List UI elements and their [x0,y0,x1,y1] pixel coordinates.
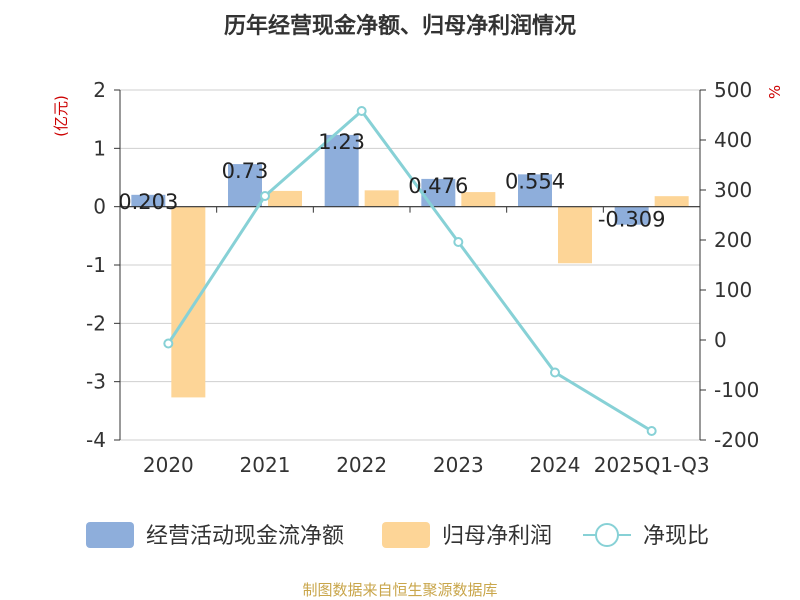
left-tick-label: -1 [86,253,106,277]
data-label-cashflow: 0.203 [118,190,178,214]
right-tick-label: 300 [714,178,752,202]
ratio-point [356,106,367,116]
data-labels-layer: 0.203 0.73 1.23 0.476 0.554 -0.309 [118,130,665,232]
bar-cashflow [228,164,262,207]
chart-title: 历年经营现金净额、归母净利润情况 [224,13,576,39]
legend-marker-ratio [595,523,619,547]
data-label-cashflow: 0.554 [505,169,565,193]
axes-layer [114,89,706,441]
right-tick-label: 500 [714,78,752,102]
bar-cashflow [518,174,552,207]
source-note: 制图数据来自恒生聚源数据库 [302,581,497,599]
right-tick-label: 100 [714,278,752,302]
bar-netprofit [558,206,592,264]
x-tick-label: 2025Q1-Q3 [594,453,710,477]
data-label-cashflow: 0.476 [408,174,468,198]
bar-netprofit [171,206,206,398]
right-tick-label: 0 [714,328,727,352]
right-tick-label: 400 [714,128,752,152]
legend-label-ratio: 净现比 [643,524,709,549]
bar-cashflow [614,206,649,225]
legend-label-netprofit: 归母净利润 [442,524,552,549]
legend-label-cashflow: 经营活动现金流净额 [146,524,344,549]
data-label-cashflow: -0.309 [598,208,666,232]
x-tick-label: 2023 [433,453,484,477]
tick-labels-layer: 2 1 0 -1 -2 -3 -4 500 400 300 200 100 0 -100 -200 2020 2… [86,78,759,477]
bars-layer [131,134,689,398]
legend: 经营活动现金流净额 归母净利润 净现比 [86,522,709,549]
legend-swatch-netprofit [382,522,430,548]
right-axis-label: % [766,85,784,99]
ratio-point [646,426,657,436]
right-tick-label: -200 [714,428,759,452]
x-tick-label: 2021 [240,453,291,477]
left-tick-label: -3 [86,370,106,394]
ratio-point [260,191,270,201]
right-tick-label: 200 [714,228,752,252]
left-tick-label: 1 [93,136,106,160]
data-label-cashflow: 0.73 [222,159,269,183]
left-tick-label: -4 [86,428,106,452]
ratio-point [453,237,464,247]
ratio-point [163,338,174,349]
bar-netprofit [461,192,496,207]
bar-cashflow [131,194,166,207]
right-tick-label: -100 [714,378,759,402]
x-tick-label: 2024 [530,453,581,477]
left-tick-label: 2 [93,78,106,102]
left-tick-label: -2 [86,311,106,335]
bar-netprofit [654,196,689,207]
x-tick-label: 2022 [336,453,387,477]
legend-swatch-cashflow [86,522,134,548]
left-axis-label: (亿元) [52,95,70,137]
ratio-line [167,108,653,433]
bar-cashflow [324,134,359,207]
ratio-point [550,367,560,378]
line-layer [163,106,657,436]
data-label-cashflow: 1.23 [318,130,365,154]
bar-netprofit [364,190,399,207]
left-tick-label: 0 [93,195,106,219]
bar-netprofit [268,190,302,207]
x-tick-label: 2020 [143,453,194,477]
gridlines [120,89,700,441]
